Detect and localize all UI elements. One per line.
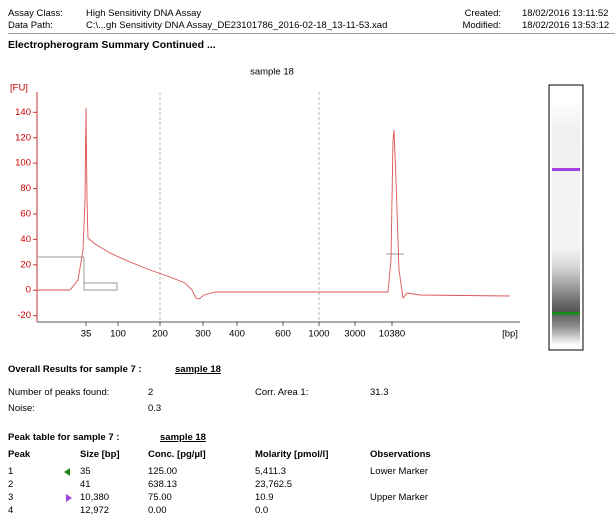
x-tick-label: 300	[195, 329, 211, 340]
column-header: Molarity [pmol/l]	[255, 449, 328, 460]
y-tick-label: 80	[20, 183, 31, 194]
y-tick-label: 120	[15, 132, 31, 143]
cell: 35	[80, 466, 91, 477]
y-label: [FU]	[10, 83, 28, 94]
x-tick-label: 35	[81, 329, 92, 340]
upper-marker-band	[552, 168, 580, 171]
electropherogram: sample 18 [FU] [bp] -20 0 20 40 60 80 100 120 14…	[0, 0, 615, 360]
column-header: Observations	[370, 449, 431, 460]
value: 0.3	[148, 403, 161, 414]
chart-title: sample 18	[250, 67, 294, 78]
cell: 10,380	[80, 492, 109, 503]
cell: 3	[8, 492, 13, 503]
cell: Lower Marker	[370, 466, 428, 477]
label: Noise:	[8, 403, 35, 414]
marker-icon	[66, 494, 72, 502]
x-tick-label: 1000	[308, 329, 329, 340]
x-tick-label: 10380	[379, 329, 405, 340]
cell: 1	[8, 466, 13, 477]
section-title: Overall Results for sample 7 :	[8, 364, 142, 375]
y-tick-label: 100	[15, 158, 31, 169]
cell: 10.9	[255, 492, 274, 503]
y-tick-label: -20	[17, 310, 31, 321]
x-unit: [bp]	[502, 329, 518, 340]
lower-marker-band	[552, 312, 580, 315]
section-title: Peak table for sample 7 :	[8, 432, 119, 443]
trace	[37, 108, 510, 299]
x-tick-label: 200	[152, 329, 168, 340]
cell: 75.00	[148, 492, 172, 503]
cell: 2	[8, 479, 13, 490]
cell: 23,762.5	[255, 479, 292, 490]
y-tick-label: 20	[20, 259, 31, 270]
y-tick-label: 60	[20, 209, 31, 220]
cell: 41	[80, 479, 91, 490]
x-tick-label: 100	[110, 329, 126, 340]
page: {"header":{"assay_class_label":"Assay Cl…	[0, 0, 615, 511]
gel-smear	[552, 100, 580, 345]
value: 2	[148, 387, 153, 398]
x-tick-label: 600	[275, 329, 291, 340]
cell: 125.00	[148, 466, 177, 477]
sample-link: sample 18	[175, 364, 221, 375]
sample-link: sample 18	[160, 432, 206, 443]
y-tick-label: 140	[15, 107, 31, 118]
column-header: Conc. [pg/µl]	[148, 449, 206, 460]
label: Corr. Area 1:	[255, 387, 308, 398]
column-header: Size [bp]	[80, 449, 120, 460]
marker-icon	[64, 468, 70, 476]
label: Number of peaks found:	[8, 387, 109, 398]
cell: Upper Marker	[370, 492, 428, 503]
y-tick-label: 40	[20, 234, 31, 245]
cell: 638.13	[148, 479, 177, 490]
x-tick-label: 3000	[344, 329, 365, 340]
value: 31.3	[370, 387, 389, 398]
x-tick-label: 400	[229, 329, 245, 340]
cell: 5,411.3	[255, 466, 286, 477]
marker-lines	[37, 254, 404, 290]
column-header: Peak	[8, 449, 30, 460]
y-tick-label: 0	[26, 285, 31, 296]
